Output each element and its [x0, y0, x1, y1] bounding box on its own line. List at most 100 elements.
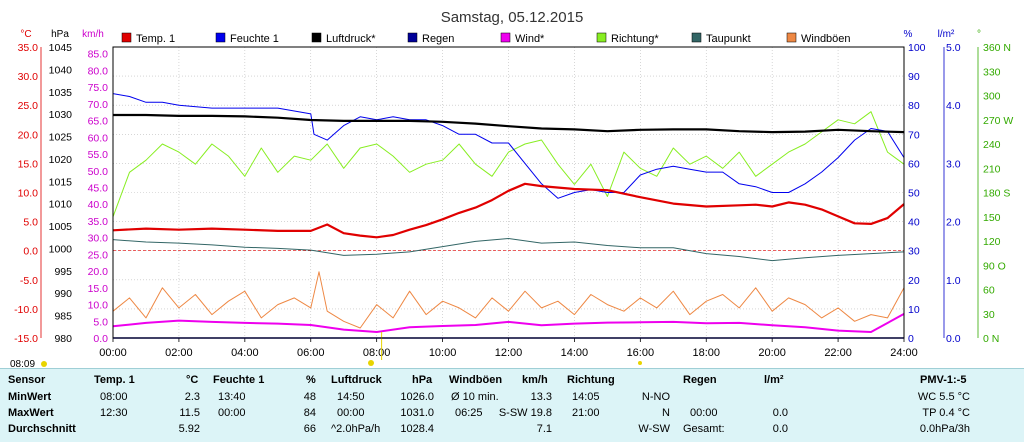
stats-rain-value: 0.0 [772, 423, 788, 435]
humidity-tick-label: 0 [908, 333, 914, 345]
humidity-tick-label: 40 [908, 217, 920, 229]
stats-press-value: 1026.0 [400, 391, 434, 403]
stats-hum-value: 48 [303, 391, 316, 403]
stats-dir-value: N [662, 407, 670, 419]
legend-label: Regen [422, 33, 454, 45]
stats-dir-time: 21:00 [572, 407, 600, 419]
left-axes: 35.0 30.0 25.0 20.0 15.0 10.0 5.0 0.0 -5.0 -10.0 -… [14, 42, 108, 345]
direction-tick-label: 240 [983, 139, 1001, 151]
series-line-windb-en [112, 271, 905, 329]
legend-label: Windböen [801, 33, 851, 45]
stats-header-temp: Temp. 1 [94, 374, 135, 386]
humidity-tick-label: 80 [908, 100, 920, 112]
stats-header-rain: Regen [683, 374, 717, 386]
time-marker-16h [638, 361, 642, 365]
legend: Temp. 1 Feuchte 1 Luftdruck* Regen Wind* Rich… [121, 32, 851, 45]
rain-tick-label: 1.0 [946, 275, 961, 287]
x-tick-label: 02:00 [165, 347, 193, 359]
x-tick-label: 04:00 [231, 347, 259, 359]
direction-tick-label: 150 [983, 212, 1001, 224]
stats-header-pmv: PMV-1:-5 [920, 374, 967, 386]
pressure-tick-label: 990 [54, 288, 72, 300]
rain-tick-label: 4.0 [946, 100, 961, 112]
x-tick-label: 24:00 [890, 347, 918, 359]
time-marker-current [368, 360, 374, 366]
temp-tick-label: -10.0 [14, 304, 38, 316]
temp-tick-label: 5.0 [23, 217, 38, 229]
wind-tick-label: 75.0 [88, 82, 109, 94]
stats-row-max: MaxWert 12:30 11.5 00:00 84 00:00 1031.0… [0, 407, 1024, 424]
legend-label: Wind* [515, 33, 545, 45]
wind-tick-label: 65.0 [88, 116, 109, 128]
legend-label: Richtung* [611, 33, 659, 45]
time-label: 08:09 [10, 359, 35, 368]
direction-tick-label: 360 N [983, 42, 1011, 54]
stats-temp-value: 2.3 [184, 391, 200, 403]
x-tick-label: 22:00 [824, 347, 852, 359]
humidity-tick-label: 30 [908, 246, 920, 258]
series-line-luftdruck [113, 113, 905, 134]
pressure-tick-label: 980 [54, 333, 72, 345]
stats-row-label: MaxWert [8, 407, 54, 419]
pressure-tick-label: 1030 [49, 109, 73, 121]
series-line-wind [112, 313, 905, 333]
pressure-tick-label: 1035 [49, 87, 73, 99]
stats-rain-value: 0.0 [772, 407, 788, 419]
stats-pmv-value: TP 0.4 °C [922, 407, 970, 419]
wind-tick-label: 15.0 [88, 283, 109, 295]
temp-tick-label: -5.0 [20, 275, 38, 287]
humidity-tick-label: 100 [908, 42, 926, 54]
plot-frame [112, 46, 905, 339]
pressure-tick-label: 1000 [49, 243, 73, 255]
legend-swatch [500, 32, 511, 43]
direction-tick-label: 60 [983, 285, 995, 297]
x-tick-label: 00:00 [99, 347, 127, 359]
x-axis: 00:00 02:00 04:00 06:00 08:00 10:00 12:00 14:00… [99, 338, 918, 359]
stats-dir-value: W-SW [638, 423, 670, 435]
axis-unit-pressure: hPa [51, 29, 69, 40]
direction-tick-label: 180 S [983, 188, 1010, 200]
stats-header-humidity-unit: % [306, 374, 316, 386]
rain-tick-label: 2.0 [946, 217, 961, 229]
stats-header-direction: Richtung [567, 374, 615, 386]
legend-swatch [311, 32, 322, 43]
temp-tick-label: 15.0 [18, 158, 39, 170]
stats-header-gust: Windböen [449, 374, 503, 386]
stats-hum-time: 00:00 [218, 407, 246, 419]
stats-hum-value: 84 [303, 407, 316, 419]
stats-gust-value: 13.3 [530, 391, 552, 403]
pressure-tick-label: 995 [54, 266, 72, 278]
pressure-tick-label: 1020 [49, 154, 73, 166]
series-line-taupunkt [112, 238, 905, 262]
legend-label: Feuchte 1 [230, 33, 279, 45]
direction-tick-label: 330 [983, 66, 1001, 78]
stats-gust-value: 7.1 [536, 423, 552, 435]
stats-header-rain-unit: l/m² [764, 374, 784, 386]
temp-tick-label: 25.0 [18, 100, 39, 112]
direction-tick-label: 300 [983, 91, 1001, 103]
stats-header-pressure-unit: hPa [412, 374, 433, 386]
direction-tick-label: 30 [983, 309, 995, 321]
direction-tick-label: 120 [983, 236, 1001, 248]
stats-header-humidity: Feuchte 1 [213, 374, 265, 386]
stats-header-temp-unit: °C [186, 374, 199, 386]
stats-row-min: MinWert 08:00 2.3 13:40 48 14:50 1026.0 … [0, 391, 1024, 408]
series-line-feuchte-1 [112, 93, 905, 199]
direction-tick-label: 210 [983, 163, 1001, 175]
stats-temp-value: 5.92 [178, 423, 200, 435]
temp-tick-label: 0.0 [23, 246, 38, 258]
x-tick-label: 10:00 [429, 347, 457, 359]
pressure-tick-label: 1005 [49, 221, 73, 233]
stats-press-time: 00:00 [337, 407, 365, 419]
axis-unit-temp: °C [20, 29, 31, 40]
stats-header-gust-unit: km/h [522, 374, 548, 386]
temp-tick-label: 30.0 [18, 71, 39, 83]
stats-header-pressure: Luftdruck [331, 374, 382, 386]
legend-swatch [786, 32, 797, 43]
stats-hum-value: 66 [303, 423, 316, 435]
legend-swatch [691, 32, 702, 43]
rain-tick-label: 3.0 [946, 158, 961, 170]
wind-tick-label: 35.0 [88, 216, 109, 228]
time-marker-left [41, 361, 47, 367]
humidity-tick-label: 90 [908, 71, 920, 83]
